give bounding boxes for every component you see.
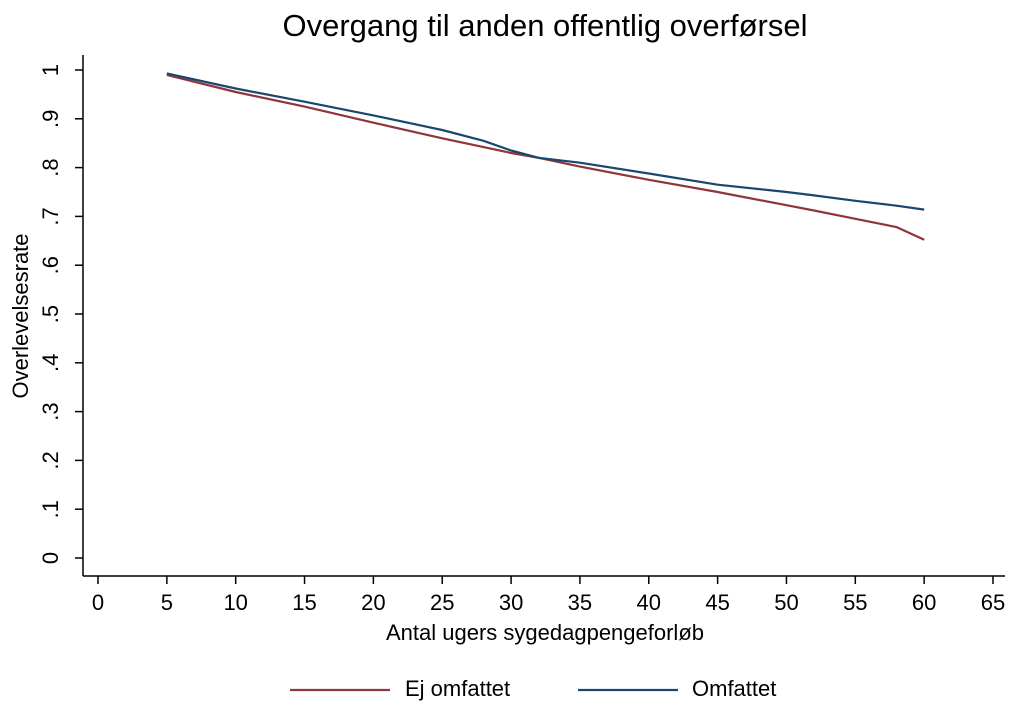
y-tick-label: 0	[38, 552, 63, 564]
series-line	[166, 73, 925, 241]
x-tick-label: 60	[912, 590, 936, 615]
y-tick-label: 1	[38, 64, 63, 76]
series-line	[166, 72, 925, 211]
x-tick-label: 10	[223, 590, 247, 615]
x-tick-label: 0	[92, 590, 104, 615]
y-tick-label: .4	[38, 354, 63, 372]
y-tick-label: .7	[38, 207, 63, 225]
y-tick-label: .5	[38, 305, 63, 323]
x-tick-label: 25	[430, 590, 454, 615]
x-axis-title: Antal ugers sygedagpengeforløb	[386, 620, 704, 645]
y-tick-label: .8	[38, 158, 63, 176]
legend-label: Ej omfattet	[405, 676, 510, 701]
x-tick-label: 15	[292, 590, 316, 615]
x-tick-label: 40	[637, 590, 661, 615]
y-tick-label: .1	[38, 500, 63, 518]
y-tick-label: .2	[38, 451, 63, 469]
y-axis-title: Overlevelsesrate	[8, 233, 33, 398]
x-tick-label: 20	[361, 590, 385, 615]
y-tick-label: .3	[38, 402, 63, 420]
y-tick-label: .9	[38, 110, 63, 128]
chart-title: Overgang til anden offentlig overførsel	[282, 8, 807, 43]
x-tick-label: 30	[499, 590, 523, 615]
x-tick-label: 35	[568, 590, 592, 615]
x-tick-label: 45	[705, 590, 729, 615]
x-tick-label: 5	[161, 590, 173, 615]
legend-label: Omfattet	[692, 676, 776, 701]
x-tick-label: 50	[774, 590, 798, 615]
y-tick-label: .6	[38, 256, 63, 274]
x-tick-label: 55	[843, 590, 867, 615]
x-tick-label: 65	[981, 590, 1005, 615]
